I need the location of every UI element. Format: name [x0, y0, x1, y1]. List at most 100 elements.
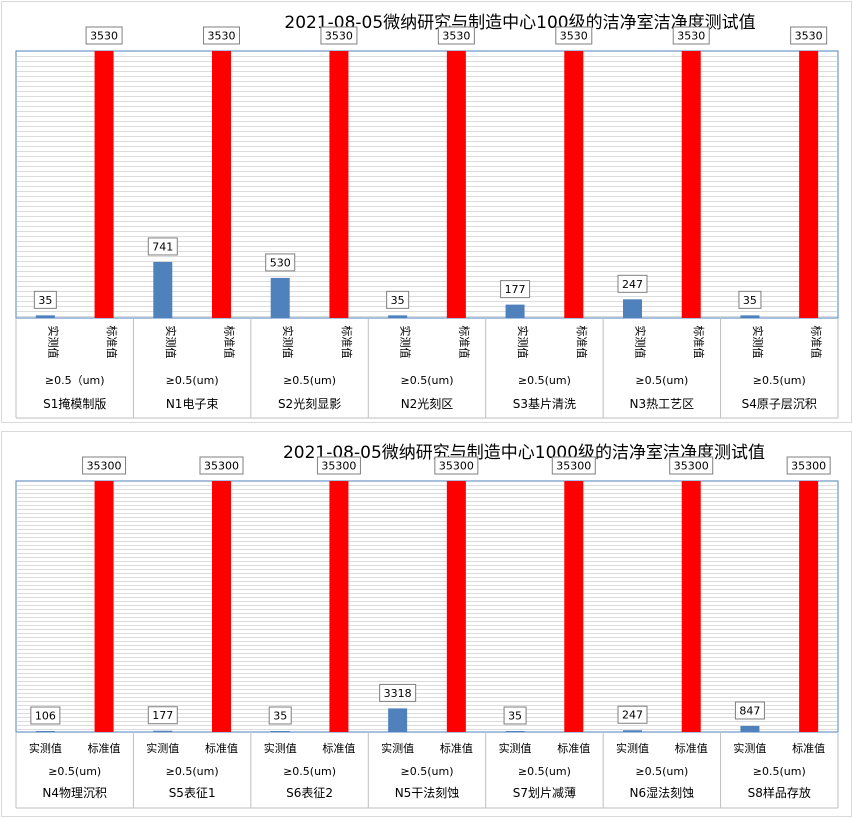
- bar-standard: [681, 481, 701, 732]
- data-label-standard: 35300: [439, 460, 474, 473]
- series-category-label: 实测值: [399, 326, 413, 359]
- condition-label: ≥0.5(um): [753, 765, 806, 778]
- bar-measured: [35, 731, 55, 732]
- bar-standard: [681, 51, 701, 318]
- group-label: N2光刻区: [401, 397, 454, 411]
- data-label-box: [33, 290, 57, 309]
- condition-label: ≥0.5（um): [45, 374, 105, 387]
- data-label-measured: 35: [508, 710, 522, 723]
- chart-title: 2021-08-05微纳研究与制造中心1000级的洁净室洁净度测试值: [283, 443, 765, 463]
- data-label-box: [734, 701, 765, 720]
- data-label-measured: 35: [38, 294, 52, 307]
- bar-standard: [799, 481, 819, 732]
- data-label-measured: 847: [739, 704, 760, 717]
- data-label-standard: 3530: [90, 30, 118, 43]
- chart-title: 2021-08-05微纳研究与制造中心100级的洁净室洁净度测试值: [284, 13, 755, 33]
- data-label-box: [669, 456, 714, 475]
- series-category-label: 实测值: [281, 326, 295, 359]
- condition-label: ≥0.5(um): [166, 374, 219, 387]
- series-category-label: 实测值: [29, 741, 62, 755]
- data-label-box: [786, 456, 831, 475]
- data-label-measured: 530: [270, 256, 291, 269]
- group-label: N5干法刻蚀: [395, 786, 460, 800]
- bar-measured: [505, 731, 525, 732]
- series-category-label: 标准值: [322, 741, 355, 755]
- data-label-standard: 3530: [208, 30, 236, 43]
- group-label: S7划片减薄: [513, 785, 576, 800]
- series-category-label: 标准值: [810, 326, 824, 359]
- data-label-box: [738, 290, 762, 309]
- condition-label: ≥0.5(um): [401, 374, 454, 387]
- data-label-standard: 35300: [87, 460, 122, 473]
- series-category-label: 标准值: [340, 326, 354, 359]
- data-label-standard: 3530: [677, 30, 705, 43]
- condition-label: ≥0.5(um): [518, 374, 571, 387]
- bar-measured: [505, 304, 525, 318]
- series-category-label: 实测值: [634, 326, 648, 359]
- plot-area: [15, 480, 839, 733]
- condition-label: ≥0.5(um): [753, 374, 806, 387]
- data-label-standard: 3530: [325, 30, 353, 43]
- data-label-standard: 35300: [204, 460, 239, 473]
- bar-standard: [212, 51, 231, 318]
- data-label-box: [434, 456, 479, 475]
- series-category-label: 标准值: [223, 326, 237, 359]
- condition-label: ≥0.5(um): [635, 765, 688, 778]
- data-label-measured: 35: [391, 294, 405, 307]
- series-category-label: 实测值: [499, 741, 532, 755]
- group-label: S8样品存放: [748, 785, 811, 800]
- series-category-label: 实测值: [516, 326, 530, 359]
- data-label-box: [316, 456, 361, 475]
- data-label-standard: 35300: [791, 460, 826, 473]
- group-label: N6湿法刻蚀: [630, 785, 695, 800]
- series-category-label: 实测值: [381, 741, 414, 755]
- data-label-measured: 177: [505, 283, 526, 296]
- data-label-measured: 3318: [384, 687, 412, 700]
- series-category-label: 标准值: [205, 741, 238, 755]
- series-category-label: 标准值: [692, 326, 706, 359]
- data-label-measured: 177: [152, 709, 173, 722]
- group-label: N4物理沉积: [42, 786, 107, 800]
- group-label: S5表征1: [169, 786, 216, 800]
- group-label: N3热工艺区: [630, 397, 695, 411]
- group-label: N1电子束: [166, 397, 219, 411]
- series-category-label: 实测值: [264, 741, 297, 755]
- group-label: S3基片清洗: [513, 397, 576, 411]
- data-label-box: [790, 26, 828, 45]
- bar-measured: [270, 731, 290, 732]
- series-category-label: 标准值: [675, 741, 708, 755]
- bar-measured: [623, 730, 642, 732]
- series-category-label: 标准值: [792, 741, 825, 755]
- bar-standard: [94, 51, 114, 318]
- condition-label: ≥0.5(um): [166, 765, 219, 778]
- bar-measured: [35, 315, 55, 318]
- data-label-standard: 3530: [560, 30, 588, 43]
- bar-standard: [446, 51, 466, 318]
- bar-standard: [564, 51, 584, 318]
- data-label-standard: 35300: [321, 460, 356, 473]
- data-label-box: [199, 456, 244, 475]
- data-label-measured: 247: [622, 278, 643, 291]
- data-label-box: [147, 706, 178, 725]
- data-label-measured: 247: [622, 709, 643, 722]
- condition-label: ≥0.5(um): [283, 765, 336, 778]
- data-label-box: [617, 274, 648, 293]
- condition-label: ≥0.5(um): [401, 765, 454, 778]
- data-label-measured: 741: [152, 240, 173, 253]
- data-label-box: [555, 26, 593, 45]
- bar-standard: [94, 481, 114, 732]
- condition-label: ≥0.5(um): [518, 765, 571, 778]
- series-category-label: 实测值: [733, 741, 766, 755]
- series-category-label: 实测值: [146, 741, 179, 755]
- bar-standard: [799, 51, 819, 318]
- plot-area: [15, 50, 839, 319]
- bar-measured: [388, 315, 408, 318]
- series-category-label: 标准值: [457, 326, 471, 359]
- data-label-standard: 3530: [442, 30, 470, 43]
- series-category-label: 标准值: [575, 326, 589, 359]
- bar-standard: [446, 481, 466, 732]
- data-label-box: [265, 253, 296, 272]
- group-label: S1掩模制版: [43, 397, 106, 411]
- bar-measured: [740, 725, 760, 732]
